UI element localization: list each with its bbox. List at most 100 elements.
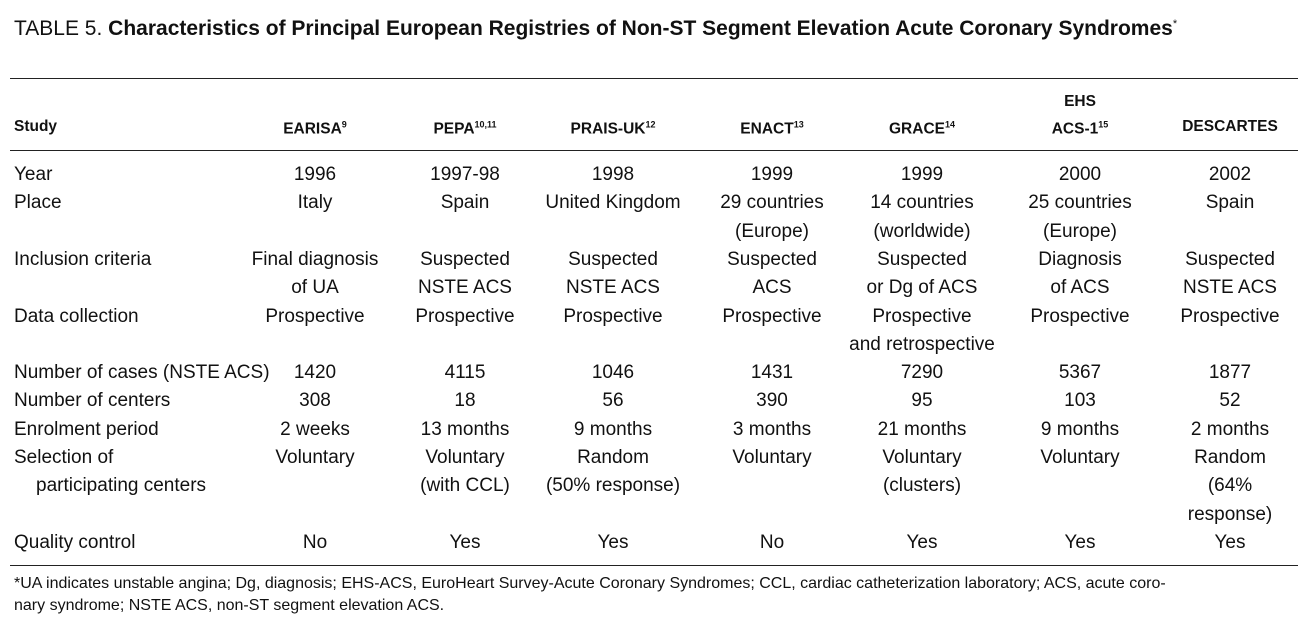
cell: 103 [1064,390,1096,412]
cell: 1877 [1208,362,1252,384]
cell: 308 [299,390,331,412]
cell: NSTE ACS [418,277,512,299]
row-label: Selection of [14,447,114,468]
header-text: ENACT [740,120,794,138]
cell: 4115 [444,362,486,384]
cell: of UA [291,277,339,299]
cell: (64% [1207,475,1253,497]
row-label: Enrolment period [14,418,159,440]
cell: NSTE ACS [1183,277,1277,299]
column-header: PEPA10,11 [433,114,496,139]
cell: Diagnosis [1038,248,1122,270]
cell: 13 months [420,418,510,440]
cell: 25 countries [1028,192,1132,214]
title: Characteristics of Principal European Re… [108,17,1173,40]
cell: Yes [1064,531,1096,553]
cell: (worldwide) [873,220,971,242]
cell: Prospective [563,305,663,327]
cell: 18 [454,390,476,412]
cell: Suspected [727,248,817,270]
column-header: ACS-115 [1052,114,1109,139]
cell: NSTE ACS [566,277,660,299]
cell: of ACS [1050,277,1110,299]
rule [10,150,1298,151]
row-label: Data collection [14,305,139,327]
column-header: DESCARTES [1182,117,1278,137]
title-note: * [1172,18,1178,30]
row-label: Year [14,164,53,185]
row-label: participating centers [36,475,207,497]
cell: Prospective [415,305,515,327]
cell: Voluntary [275,447,355,468]
header-text: EARISA [283,120,342,138]
cell: Suspected [420,248,510,270]
cell: 1998 [591,164,635,185]
cell: 1999 [750,164,794,185]
cell: No [302,531,328,553]
cell: Spain [1205,192,1255,214]
header-text: PEPA [433,120,475,138]
cell: 5367 [1058,362,1102,384]
cell: Prospective [1180,305,1280,327]
cell: response) [1187,503,1273,525]
cell: Yes [1214,531,1246,553]
cell: or Dg of ACS [866,277,978,299]
cell: Voluntary [882,447,962,468]
cell: Voluntary [425,447,505,468]
cell: 1420 [293,362,337,384]
header-ref: 14 [944,119,955,130]
cell: Random [577,447,649,468]
cell: 1997-98 [430,164,500,185]
cell: Final diagnosis [251,248,379,270]
cell: 21 months [877,418,967,440]
cell: Prospective [265,305,365,327]
cell: (50% response) [545,475,681,497]
cell: 29 countries [720,192,824,214]
header-ref: 9 [341,119,347,130]
cell: Prospective [722,305,822,327]
cell: 95 [911,390,933,412]
header-text: ACS-1 [1051,120,1099,138]
footnote: nary syndrome; NSTE ACS, non-ST segment … [14,597,445,614]
cell: Voluntary [1040,447,1120,468]
cell: 1996 [293,164,337,185]
title-block: TABLE 5. Characteristics of Principal Eu… [14,9,1254,44]
cell: Suspected [877,248,967,270]
column-header: PRAIS-UK12 [571,114,656,139]
cell: No [759,531,785,553]
footnote: *UA indicates unstable angina; Dg, diagn… [14,575,1166,592]
cell: Suspected [568,248,658,270]
row-label: Number of centers [14,390,171,412]
column-header: GRACE14 [889,114,955,139]
cell: 2 weeks [280,418,350,440]
header-text: DESCARTES [1182,118,1278,135]
cell: Yes [449,531,481,553]
header-text: Study [14,118,58,135]
cell: 1046 [591,362,635,384]
rule [10,565,1298,566]
column-header: ENACT13 [740,114,803,139]
rule [10,78,1298,79]
cell: ACS [752,277,792,299]
cell: 2000 [1058,164,1102,185]
cell: 7290 [900,362,944,384]
cell: Random [1194,447,1266,468]
cell: Spain [440,192,490,214]
cell: Yes [906,531,938,553]
cell: 56 [602,390,624,412]
cell: 1999 [900,164,944,185]
row-label: Number of cases (NSTE ACS) [14,362,270,384]
cell: Suspected [1185,248,1275,270]
column-header: Study [14,117,57,137]
column-header: EARISA9 [283,114,347,139]
cell: and retrospective [849,333,995,355]
row-label: Place [14,192,62,214]
title-prefix: TABLE 5. [14,17,103,40]
cell: Yes [597,531,629,553]
header-ref: 12 [645,119,656,130]
cell: (Europe) [1043,220,1117,242]
cell: 9 months [573,418,653,440]
cell: 9 months [1040,418,1120,440]
header-text: PRAIS-UK [570,120,646,138]
